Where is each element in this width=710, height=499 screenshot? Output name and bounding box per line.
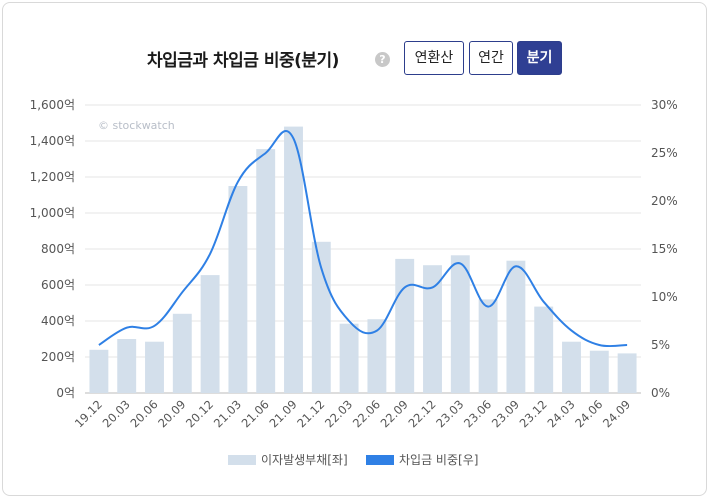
x-tick-label: 24.09 — [600, 397, 633, 430]
y-left-tick-label: 1,600억 — [30, 98, 75, 112]
x-tick-label: 22.09 — [378, 397, 411, 430]
y-right-tick-label: 10% — [651, 290, 678, 304]
legend-swatch-line[interactable] — [366, 455, 394, 465]
bar — [284, 126, 303, 393]
bar — [228, 186, 248, 393]
y-right-tick-label: 20% — [651, 194, 678, 208]
legend-swatch-bar[interactable] — [228, 455, 256, 465]
bar — [617, 353, 637, 393]
bar — [423, 265, 442, 393]
x-tick-label: 23.03 — [433, 397, 466, 430]
bar-series — [89, 126, 637, 393]
x-tick-label: 19.12 — [72, 397, 105, 430]
bar — [145, 341, 164, 393]
bar — [395, 258, 415, 393]
y-left-tick-label: 200억 — [41, 350, 75, 364]
y-right-tick-label: 25% — [651, 146, 678, 160]
y-left-tick-label: 0억 — [56, 386, 75, 400]
x-tick-label: 22.12 — [405, 397, 438, 430]
tab-annual[interactable]: 연간 — [469, 41, 513, 75]
y-right-tick-label: 15% — [651, 242, 678, 256]
x-tick-label: 22.06 — [350, 397, 383, 430]
x-axis-ticks: 19.1220.0320.0620.0920.1221.0321.0621.09… — [72, 397, 633, 430]
x-tick-label: 21.12 — [294, 397, 327, 430]
y-right-tick-label: 30% — [651, 98, 678, 112]
chart-title: 차입금과 차입금 비중(분기) — [147, 51, 339, 71]
bar — [117, 339, 137, 393]
bar — [367, 319, 387, 393]
tab-quarterly[interactable]: 분기 — [517, 41, 562, 75]
y-left-tick-label: 800억 — [41, 242, 75, 256]
x-tick-label: 23.09 — [489, 397, 522, 430]
y-right-tick-label: 5% — [651, 338, 670, 352]
x-tick-label: 23.12 — [517, 397, 550, 430]
bar — [200, 275, 220, 393]
watermark: © stockwatch — [98, 119, 175, 132]
right-axis-ticks: 0% 5% 10% 15% 20% 25% 30% — [651, 98, 678, 400]
chart-header: 차입금과 차입금 비중(분기) ? 연환산 연간 분기 — [0, 40, 710, 80]
y-right-tick-label: 0% — [651, 386, 670, 400]
x-tick-label: 20.12 — [183, 397, 216, 430]
y-left-tick-label: 1,000억 — [30, 206, 75, 220]
x-tick-label: 21.03 — [211, 397, 244, 430]
bar — [562, 341, 581, 393]
bar — [478, 299, 498, 393]
x-tick-label: 20.03 — [100, 397, 133, 430]
bar — [506, 260, 526, 393]
bar — [450, 255, 470, 393]
legend-label-line[interactable]: 차입금 비중[우] — [399, 453, 478, 467]
ratio-line — [98, 130, 628, 348]
x-tick-label: 20.09 — [155, 397, 188, 430]
x-tick-label: 24.03 — [544, 397, 577, 430]
legend-label-bar[interactable]: 이자발생부채[좌] — [261, 453, 348, 467]
y-left-tick-label: 600억 — [41, 278, 75, 292]
y-left-tick-label: 400억 — [41, 314, 75, 328]
question-circle-icon[interactable]: ? — [375, 52, 390, 67]
bar — [589, 350, 609, 393]
bar — [256, 149, 276, 393]
y-left-tick-label: 1,200억 — [30, 170, 75, 184]
left-axis-ticks: 0억 200억 400억 600억 800억 1,000억 1,200억 1,400억 1,60… — [30, 98, 75, 400]
bar — [339, 323, 359, 393]
bar — [89, 349, 109, 393]
y-left-tick-label: 1,400억 — [30, 134, 75, 148]
x-tick-label: 24.06 — [572, 397, 605, 430]
x-tick-label: 21.06 — [239, 397, 272, 430]
x-tick-label: 21.09 — [266, 397, 299, 430]
grid-lines — [85, 104, 641, 394]
tab-annualized[interactable]: 연환산 — [404, 41, 464, 75]
x-tick-label: 22.03 — [322, 397, 355, 430]
bar — [311, 241, 331, 393]
x-tick-label: 20.06 — [127, 397, 160, 430]
x-tick-label: 23.06 — [461, 397, 494, 430]
legend: 이자발생부채[좌] 차입금 비중[우] — [228, 453, 478, 467]
bar — [534, 306, 554, 393]
bar — [172, 313, 192, 393]
